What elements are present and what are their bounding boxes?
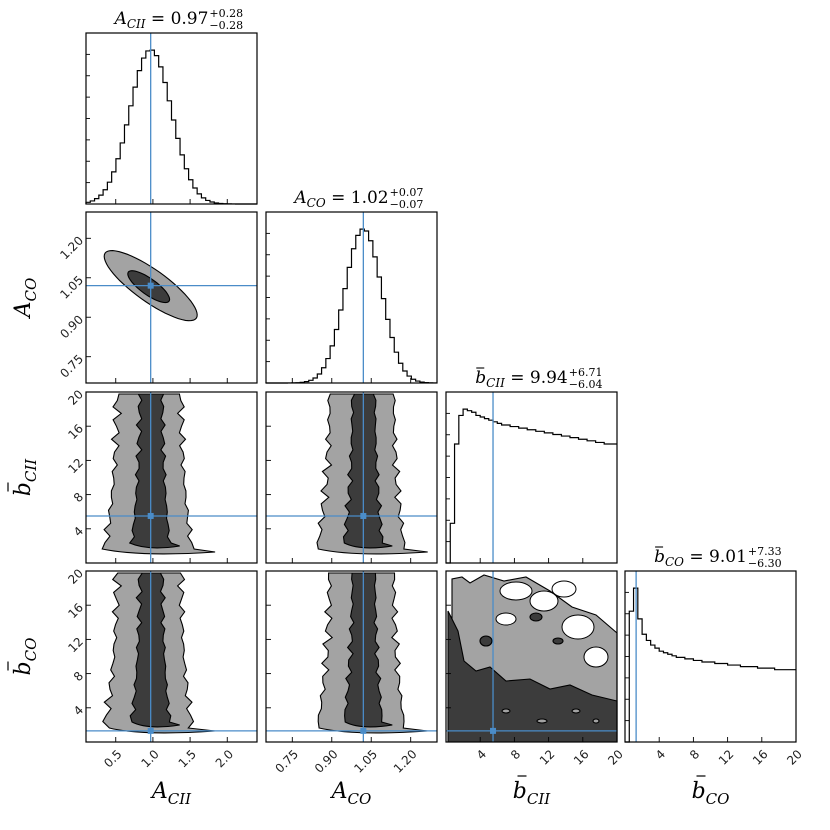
truth-point-3-1 (360, 727, 367, 734)
xticklabel-b_CII-0: 4 (474, 747, 489, 762)
title-minus-b_CO: −6.30 (748, 557, 782, 570)
xticklabel-A_CII-1: 1.0 (138, 747, 161, 770)
contour-b_CII-b_CO-speckle-3 (592, 718, 600, 724)
yticklabel-b_CII-0: 4 (71, 524, 86, 539)
yticklabel-A_CO-0: 0.75 (57, 352, 86, 381)
contour-b_CII-b_CO-island-1 (552, 637, 564, 645)
panel-frame-2-0 (85, 391, 258, 564)
yticklabel-b_CII-2: 12 (65, 456, 86, 477)
contour-A_CO-b_CO-inner (344, 572, 393, 728)
xticklabel-A_CII-2: 1.5 (176, 747, 199, 770)
panel-frame-3-0 (85, 570, 258, 743)
panel-frame-1-0 (85, 211, 258, 384)
title-text-A_CII: ACII = 0.97 (113, 9, 209, 31)
xticklabel-A_CO-0: 0.75 (272, 747, 301, 776)
yticklabel-A_CO-2: 1.05 (57, 273, 86, 302)
xaxis-label-A_CO: ACO (330, 779, 372, 808)
panel-frame-2-2 (445, 391, 618, 564)
title-plus-A_CII: +0.28 (209, 7, 243, 20)
yticklabel-b_CII-3: 16 (65, 421, 86, 442)
truth-point-3-0 (147, 727, 154, 734)
panel-frame-3-1 (265, 570, 438, 743)
xticklabel-A_CO-2: 1.05 (351, 747, 380, 776)
xaxis-label-b_CII: bCII (513, 779, 551, 808)
histogram-b_CO (625, 587, 796, 743)
histogram-A_CII (85, 49, 257, 205)
title-plus-A_CO: +0.07 (390, 186, 424, 199)
xticklabel-b_CO-4: 20 (784, 747, 805, 768)
histogram-A_CO (266, 228, 437, 384)
yticklabel-b_CO-4: 20 (65, 566, 86, 587)
contour-b_CII-b_CO-island-0 (529, 612, 543, 622)
title-plus-b_CO: +7.33 (748, 545, 782, 558)
xticklabel-b_CO-2: 12 (716, 747, 737, 768)
title-text-A_CO: ACO = 1.02 (292, 188, 388, 210)
contour-b_CII-b_CO-speckle-0 (501, 708, 511, 714)
contour-b_CII-b_CO-speckle-1 (536, 718, 548, 724)
yticklabel-b_CO-1: 8 (71, 669, 86, 684)
yticklabel-A_CO-1: 0.90 (57, 312, 86, 341)
title-minus-b_CII: −6.04 (569, 378, 603, 391)
title-b_CO: bCO = 9.01 +7.33−6.30 (654, 545, 782, 570)
contour-b_CII-b_CO-hole-1 (529, 590, 559, 612)
yticklabel-b_CII-4: 20 (65, 387, 86, 408)
contour-A_CII-b_CII-inner (128, 393, 180, 549)
panel-frame-3-3 (624, 570, 797, 743)
contour-A_CII-b_CO-inner (129, 572, 180, 728)
xaxis-label-A_CII: ACII (150, 779, 192, 808)
panel-frame-3-2 (445, 570, 618, 743)
yticklabel-b_CO-2: 12 (65, 635, 86, 656)
contour-b_CII-b_CO-island-2 (479, 635, 493, 647)
contour-b_CII-b_CO-hole-4 (551, 580, 577, 598)
xticklabel-b_CO-0: 4 (653, 747, 668, 762)
xticklabel-b_CII-4: 20 (605, 747, 626, 768)
truth-point-2-1 (360, 512, 367, 519)
xticklabel-A_CO-3: 1.20 (391, 747, 420, 776)
title-text-b_CO: bCO = 9.01 (654, 547, 747, 569)
contour-b_CII-b_CO-hole-2 (561, 614, 595, 640)
title-minus-A_CII: −0.28 (209, 19, 243, 32)
contour-A_CO-b_CII-inner (342, 393, 393, 549)
xticklabel-A_CII-3: 2.0 (213, 747, 236, 770)
yticklabel-A_CO-3: 1.20 (57, 233, 86, 262)
title-text-b_CII: bCII = 9.94 (475, 368, 567, 390)
yticklabel-b_CO-3: 16 (65, 600, 86, 621)
title-A_CO: ACO = 1.02 +0.07−0.07 (292, 186, 423, 211)
title-b_CII: bCII = 9.94 +6.71−6.04 (475, 366, 602, 391)
xticklabel-b_CO-3: 16 (750, 747, 771, 768)
xticklabel-A_CII-0: 0.5 (101, 747, 124, 770)
xticklabel-b_CO-1: 8 (687, 747, 702, 762)
xticklabel-b_CII-3: 16 (571, 747, 592, 768)
contour-b_CII-b_CO-hole-0 (499, 581, 533, 601)
yaxis-label-A_CO: ACO (11, 278, 40, 320)
yticklabel-b_CO-0: 4 (71, 703, 86, 718)
contour-b_CII-b_CO-hole-3 (495, 612, 517, 626)
contour-b_CII-b_CO-hole-5 (583, 646, 609, 668)
truth-point-2-0 (147, 512, 154, 519)
xticklabel-A_CO-1: 0.90 (312, 747, 341, 776)
truth-point-3-2 (490, 727, 497, 734)
panel-frame-1-1 (265, 211, 438, 384)
yaxis-label-b_CII: bCII (11, 458, 40, 496)
yticklabel-b_CII-1: 8 (71, 490, 86, 505)
truth-point-1-0 (147, 282, 154, 289)
xticklabel-b_CII-2: 12 (537, 747, 558, 768)
xaxis-label-b_CO: bCO (692, 779, 730, 808)
contour-b_CII-b_CO-speckle-2 (571, 708, 581, 714)
title-minus-A_CO: −0.07 (390, 198, 424, 211)
title-plus-b_CII: +6.71 (569, 366, 603, 379)
panel-frame-2-1 (265, 391, 438, 564)
yaxis-label-b_CO: bCO (11, 638, 40, 676)
xticklabel-b_CII-1: 8 (508, 747, 523, 762)
title-A_CII: ACII = 0.97 +0.28−0.28 (113, 7, 244, 32)
histogram-b_CII (446, 408, 617, 564)
